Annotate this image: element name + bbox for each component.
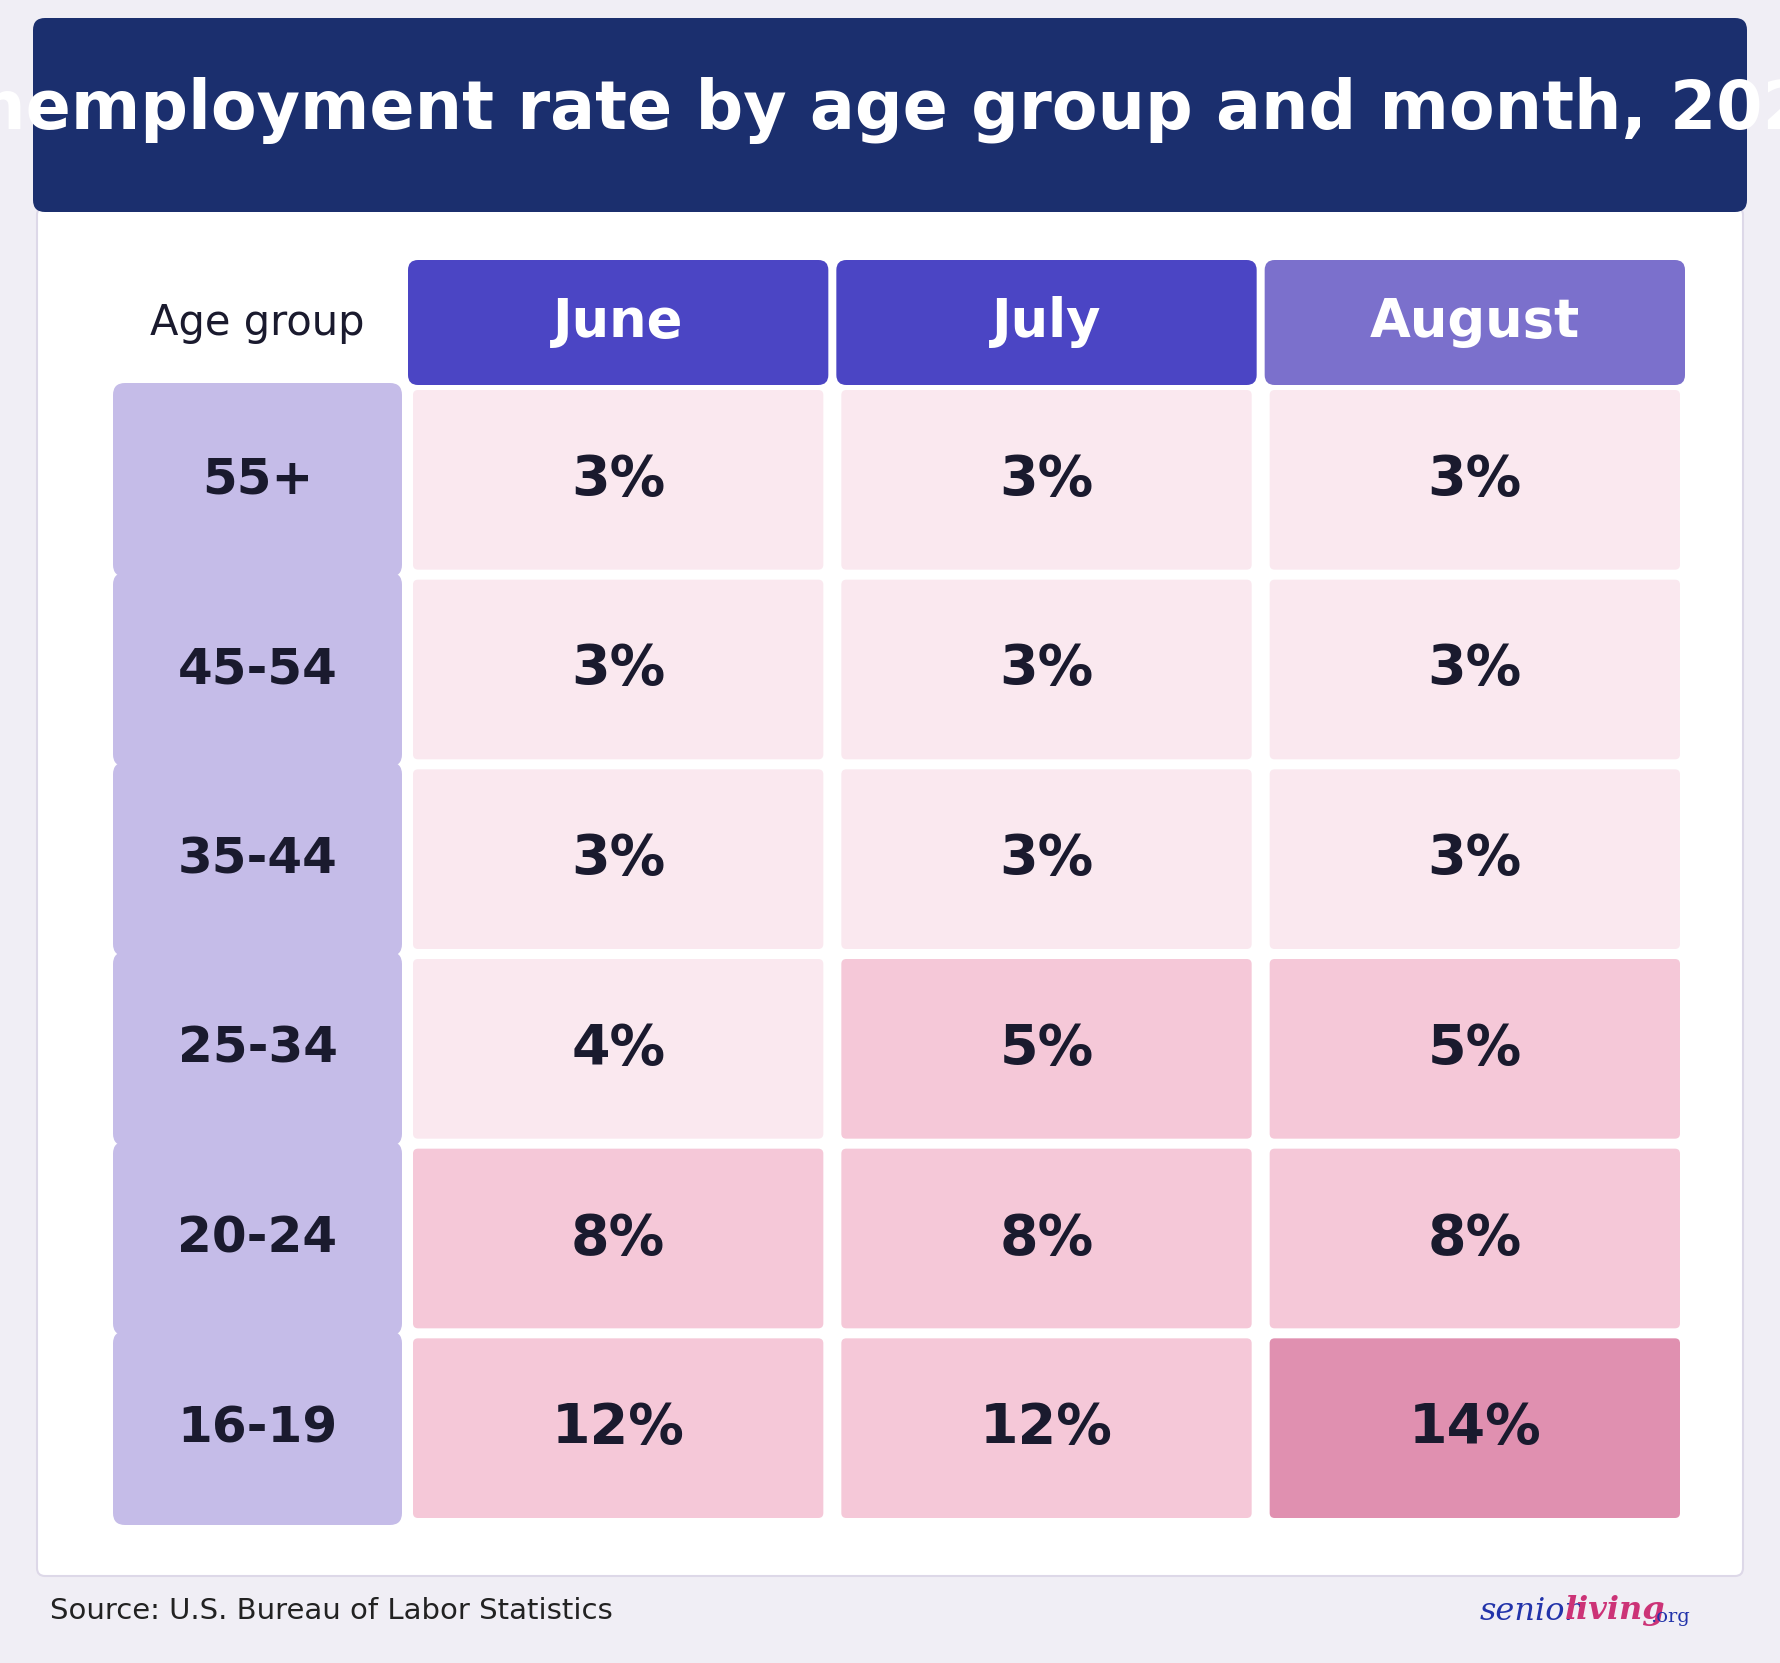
Text: 3%: 3% bbox=[999, 452, 1093, 507]
Text: June: June bbox=[554, 296, 684, 349]
Text: 55+: 55+ bbox=[201, 456, 313, 504]
Text: 5%: 5% bbox=[999, 1021, 1093, 1076]
Text: Source: U.S. Bureau of Labor Statistics: Source: U.S. Bureau of Labor Statistics bbox=[50, 1596, 612, 1625]
FancyBboxPatch shape bbox=[408, 259, 828, 386]
Text: 12%: 12% bbox=[552, 1402, 685, 1455]
Text: Unemployment rate by age group and month, 2024: Unemployment rate by age group and month… bbox=[0, 76, 1780, 143]
FancyBboxPatch shape bbox=[37, 206, 1743, 1577]
Text: 3%: 3% bbox=[1428, 642, 1522, 697]
FancyBboxPatch shape bbox=[413, 960, 824, 1139]
FancyBboxPatch shape bbox=[413, 391, 824, 570]
FancyBboxPatch shape bbox=[1269, 770, 1680, 950]
Text: Age group: Age group bbox=[150, 301, 365, 344]
Text: 20-24: 20-24 bbox=[178, 1214, 338, 1262]
Text: 4%: 4% bbox=[571, 1021, 666, 1076]
FancyBboxPatch shape bbox=[413, 1339, 824, 1518]
FancyBboxPatch shape bbox=[837, 259, 1257, 386]
Text: 45-54: 45-54 bbox=[178, 645, 338, 693]
Text: July: July bbox=[991, 296, 1102, 349]
Text: 8%: 8% bbox=[999, 1212, 1093, 1266]
Text: 3%: 3% bbox=[571, 642, 666, 697]
FancyBboxPatch shape bbox=[112, 951, 402, 1146]
Text: 14%: 14% bbox=[1408, 1402, 1541, 1455]
Text: 25-34: 25-34 bbox=[178, 1024, 338, 1073]
Text: 3%: 3% bbox=[571, 452, 666, 507]
FancyBboxPatch shape bbox=[842, 391, 1251, 570]
Text: 5%: 5% bbox=[1428, 1021, 1522, 1076]
Text: 16-19: 16-19 bbox=[178, 1404, 338, 1452]
FancyBboxPatch shape bbox=[842, 770, 1251, 950]
Text: 3%: 3% bbox=[999, 642, 1093, 697]
Text: living: living bbox=[1565, 1595, 1666, 1626]
FancyBboxPatch shape bbox=[112, 572, 402, 767]
Text: 3%: 3% bbox=[1428, 832, 1522, 886]
Text: 35-44: 35-44 bbox=[178, 835, 338, 883]
FancyBboxPatch shape bbox=[842, 1149, 1251, 1329]
FancyBboxPatch shape bbox=[112, 382, 402, 577]
FancyBboxPatch shape bbox=[1264, 259, 1686, 386]
FancyBboxPatch shape bbox=[1269, 1149, 1680, 1329]
FancyBboxPatch shape bbox=[413, 580, 824, 760]
Text: 8%: 8% bbox=[1428, 1212, 1522, 1266]
FancyBboxPatch shape bbox=[34, 18, 1746, 211]
FancyBboxPatch shape bbox=[1269, 391, 1680, 570]
Text: 12%: 12% bbox=[981, 1402, 1112, 1455]
Text: .org: .org bbox=[1650, 1608, 1689, 1626]
FancyBboxPatch shape bbox=[842, 580, 1251, 760]
FancyBboxPatch shape bbox=[112, 1142, 402, 1335]
FancyBboxPatch shape bbox=[1269, 580, 1680, 760]
FancyBboxPatch shape bbox=[112, 1332, 402, 1525]
FancyBboxPatch shape bbox=[112, 762, 402, 956]
Text: senior: senior bbox=[1479, 1595, 1581, 1626]
FancyBboxPatch shape bbox=[413, 770, 824, 950]
Text: 8%: 8% bbox=[571, 1212, 666, 1266]
FancyBboxPatch shape bbox=[1269, 960, 1680, 1139]
FancyBboxPatch shape bbox=[1269, 1339, 1680, 1518]
FancyBboxPatch shape bbox=[842, 960, 1251, 1139]
Text: 3%: 3% bbox=[999, 832, 1093, 886]
FancyBboxPatch shape bbox=[413, 1149, 824, 1329]
FancyBboxPatch shape bbox=[842, 1339, 1251, 1518]
Text: 3%: 3% bbox=[571, 832, 666, 886]
Text: August: August bbox=[1369, 296, 1581, 349]
Text: 3%: 3% bbox=[1428, 452, 1522, 507]
